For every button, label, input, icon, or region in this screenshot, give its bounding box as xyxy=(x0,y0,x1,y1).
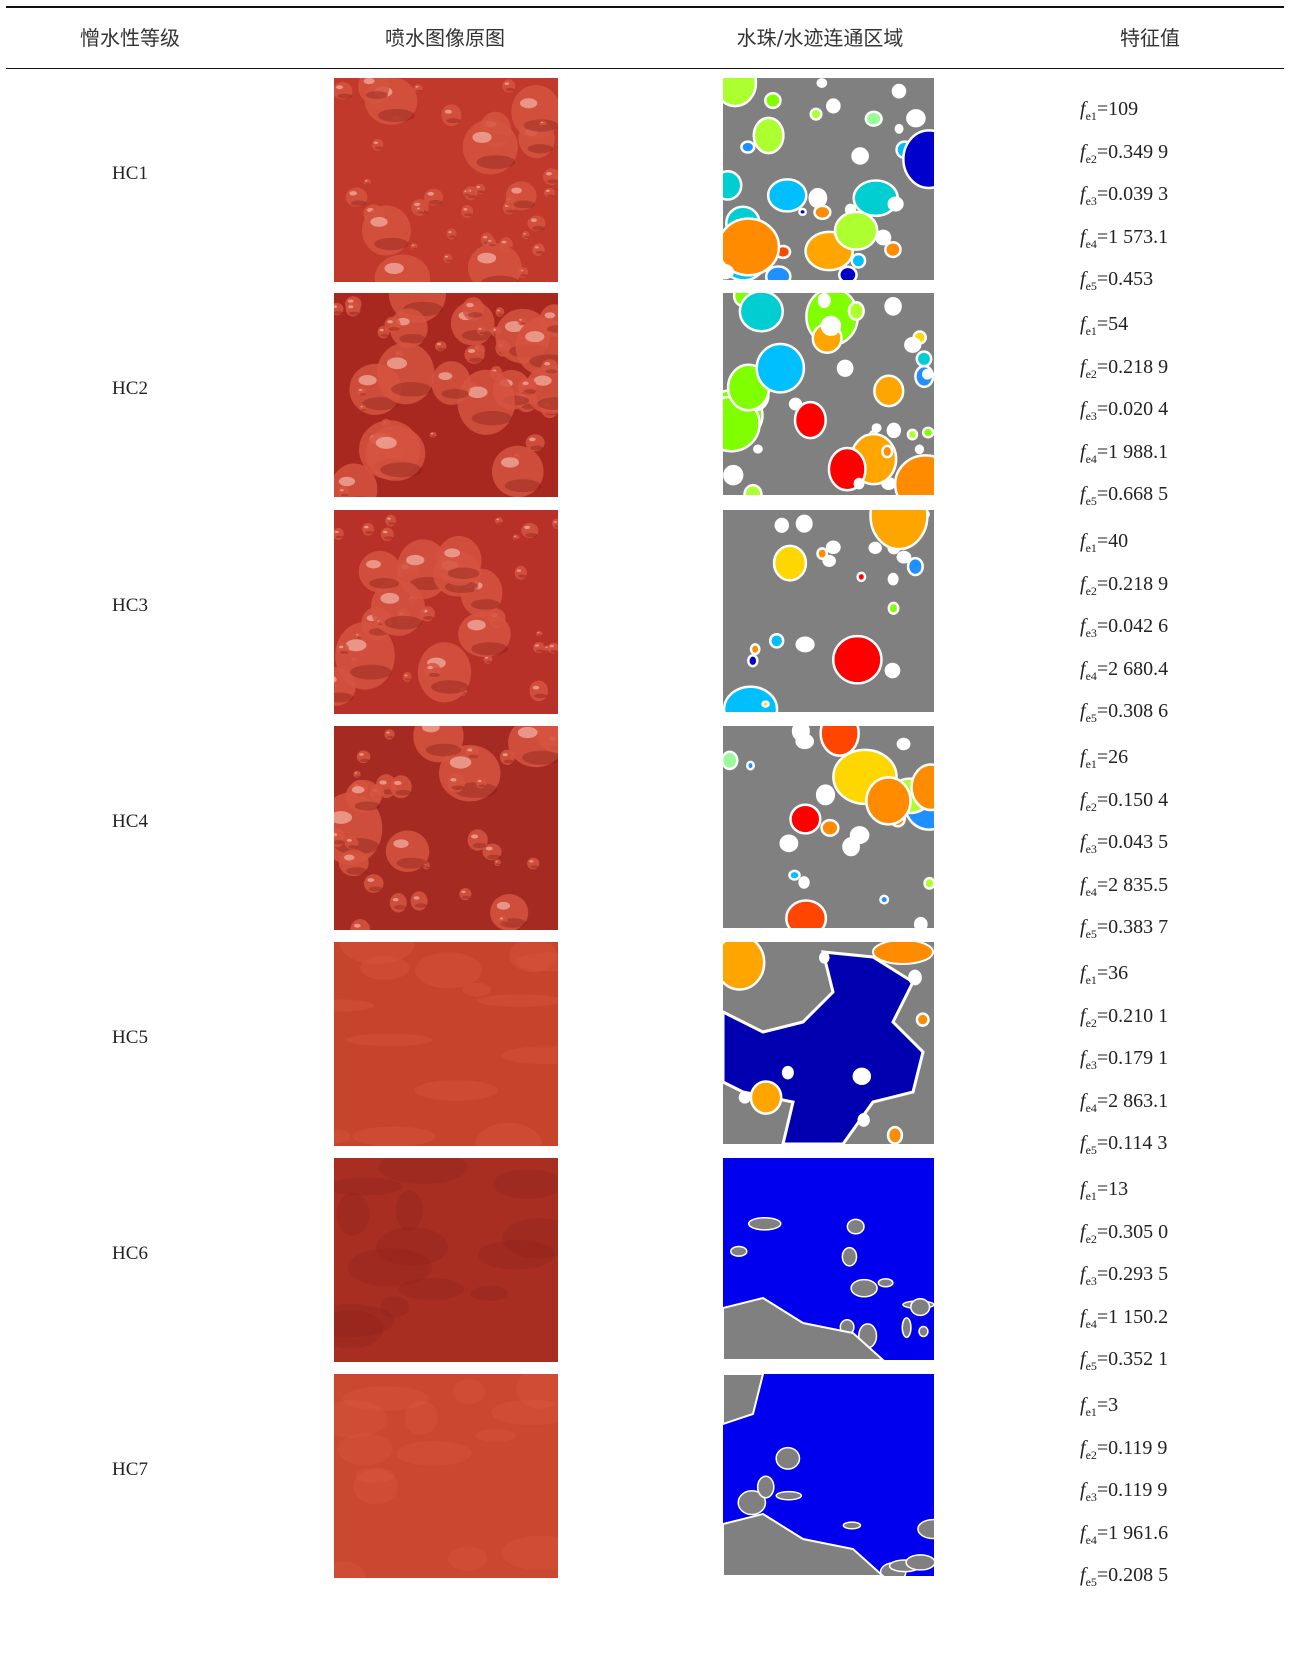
feature-value: fe3=0.119 9 xyxy=(1080,1479,1168,1504)
feature-value: fe3=0.020 4 xyxy=(1080,398,1169,423)
feature-value: fe2=0.119 9 xyxy=(1080,1436,1168,1462)
connected-region-image xyxy=(723,293,934,495)
connected-region-image xyxy=(723,78,934,280)
feature-value: fe2=0.210 1 xyxy=(1080,1004,1169,1030)
feature-value: fe3=0.179 1 xyxy=(1080,1047,1169,1072)
feature-value: fe4=2 835.5 xyxy=(1080,873,1169,899)
feature-value: fe4=2 680.4 xyxy=(1080,657,1169,683)
feature-value: fe2=0.218 9 xyxy=(1080,355,1169,381)
feature-values: fe1=26 fe2=0.150 4 fe3=0.043 5 fe4=2 835.5 f… xyxy=(1080,740,1230,953)
spray-original-image xyxy=(334,293,558,497)
feature-value: fe3=0.293 5 xyxy=(1080,1263,1169,1288)
header-connected-regions: 水珠/水迹连通区域 xyxy=(736,26,904,50)
feature-value: fe5=0.308 6 xyxy=(1080,700,1169,725)
table-row: HC6 fe1=13 fe2=0.305 0 fe3=0.293 5 fe4=1 150… xyxy=(0,1158,1290,1388)
feature-value: fe1=13 xyxy=(1080,1178,1129,1203)
connected-region-image xyxy=(723,726,934,928)
spray-original-image xyxy=(334,1158,558,1362)
feature-value: fe1=26 xyxy=(1080,746,1129,771)
hydrophobicity-grade: HC3 xyxy=(112,595,148,616)
connected-region-image xyxy=(723,942,934,1144)
feature-value: fe1=3 xyxy=(1080,1394,1119,1419)
header-hydrophobicity-grade: 憎水性等级 xyxy=(80,26,180,50)
feature-values: fe1=109 fe2=0.349 9 fe3=0.039 3 fe4=1 573.1… xyxy=(1080,92,1230,305)
feature-value: fe5=0.114 3 xyxy=(1080,1132,1168,1157)
feature-values: fe1=36 fe2=0.210 1 fe3=0.179 1 fe4=2 863.1 f… xyxy=(1080,956,1230,1169)
connected-region-image xyxy=(723,510,934,712)
spray-original-image xyxy=(334,510,558,714)
feature-value: fe2=0.150 4 xyxy=(1080,788,1169,814)
feature-value: fe5=0.208 5 xyxy=(1080,1564,1169,1589)
feature-value: fe4=2 863.1 xyxy=(1080,1089,1169,1115)
feature-value: fe1=40 xyxy=(1080,530,1129,555)
connected-region-image xyxy=(723,1158,934,1360)
feature-value: fe3=0.042 6 xyxy=(1080,615,1169,640)
feature-value: fe3=0.039 3 xyxy=(1080,183,1169,208)
feature-value: fe2=0.305 0 xyxy=(1080,1220,1169,1246)
feature-values: fe1=3 fe2=0.119 9 fe3=0.119 9 fe4=1 961.6 fe… xyxy=(1080,1388,1230,1601)
hydrophobicity-grade: HC6 xyxy=(112,1243,148,1264)
feature-values: fe1=13 fe2=0.305 0 fe3=0.293 5 fe4=1 150.2 f… xyxy=(1080,1172,1230,1385)
hydrophobicity-grade: HC5 xyxy=(112,1027,148,1048)
feature-value: fe5=0.352 1 xyxy=(1080,1348,1169,1373)
feature-value: fe3=0.043 5 xyxy=(1080,831,1169,856)
feature-value: fe5=0.668 5 xyxy=(1080,483,1169,508)
feature-value: fe4=1 573.1 xyxy=(1080,225,1169,251)
table-row: HC1 fe1=109 fe2=0.349 9 fe3=0.039 3 fe4=1 57… xyxy=(0,78,1290,308)
feature-value: fe5=0.383 7 xyxy=(1080,916,1169,941)
feature-value: fe2=0.349 9 xyxy=(1080,140,1169,166)
hydrophobicity-grade: HC7 xyxy=(112,1459,148,1480)
spray-original-image xyxy=(334,726,558,930)
table-row: HC3 fe1=40 fe2=0.218 9 fe3=0.042 6 fe4=2 680… xyxy=(0,510,1290,740)
spray-original-image xyxy=(334,78,558,282)
table-row: HC5 fe1=36 fe2=0.210 1 fe3=0.179 1 fe4=2 863… xyxy=(0,942,1290,1172)
feature-value: fe4=1 988.1 xyxy=(1080,440,1169,466)
table-header-rule xyxy=(6,68,1284,69)
feature-values: fe1=54 fe2=0.218 9 fe3=0.020 4 fe4=1 988.1 f… xyxy=(1080,307,1230,520)
table-row: HC7 fe1=3 fe2=0.119 9 fe3=0.119 9 fe4=1 961.… xyxy=(0,1374,1290,1604)
feature-value: fe2=0.218 9 xyxy=(1080,572,1169,598)
table-row: HC2 fe1=54 fe2=0.218 9 fe3=0.020 4 fe4=1 988… xyxy=(0,293,1290,523)
feature-value: fe5=0.453 xyxy=(1080,268,1154,293)
table-top-rule xyxy=(6,6,1284,8)
hydrophobicity-grade: HC4 xyxy=(112,811,148,832)
feature-values: fe1=40 fe2=0.218 9 fe3=0.042 6 fe4=2 680.4 f… xyxy=(1080,524,1230,737)
feature-value: fe4=1 150.2 xyxy=(1080,1305,1169,1331)
feature-value: fe4=1 961.6 xyxy=(1080,1521,1169,1547)
feature-value: fe1=54 xyxy=(1080,313,1129,338)
hydrophobicity-grade: HC2 xyxy=(112,378,148,399)
hydrophobicity-grade: HC1 xyxy=(112,163,148,184)
connected-region-image xyxy=(723,1374,934,1576)
feature-value: fe1=36 xyxy=(1080,962,1129,987)
header-feature-values: 特征值 xyxy=(1120,26,1180,50)
table-row: HC4 fe1=26 fe2=0.150 4 fe3=0.043 5 fe4=2 835… xyxy=(0,726,1290,956)
feature-value: fe1=109 xyxy=(1080,98,1139,123)
spray-original-image xyxy=(334,1374,558,1578)
spray-original-image xyxy=(334,942,558,1146)
header-original-image: 喷水图像原图 xyxy=(385,26,505,50)
